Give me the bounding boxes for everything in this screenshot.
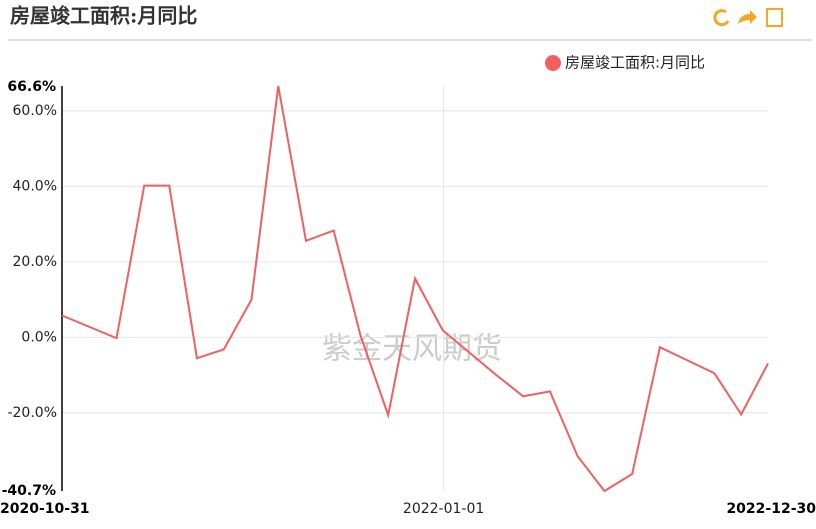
x-tick-label: 2022-12-30 [726,501,816,517]
x-tick-label: 2022-01-01 [403,501,484,517]
toolbar[interactable] [713,8,783,27]
chart-title: 房屋竣工面积:月同比 [10,4,197,28]
y-tick-label: 60.0% [13,103,57,119]
y-tick-label: 20.0% [13,254,57,270]
y-tick-label: -40.7% [2,483,56,499]
x-tick-label: 2020-10-31 [0,501,90,517]
legend-marker [545,55,561,71]
y-tick-label: 40.0% [13,178,57,194]
refresh-icon[interactable] [713,9,730,27]
data-line [61,85,769,493]
save-icon[interactable] [766,8,783,27]
share-icon[interactable] [738,10,757,24]
legend-label: 房屋竣工面积:月同比 [565,54,705,72]
y-tick-label: 0.0% [21,329,57,345]
y-tick-label: -20.0% [7,405,57,421]
y-tick-label: 66.6% [7,79,56,95]
watermark: 紫金天风期货 [322,332,502,367]
